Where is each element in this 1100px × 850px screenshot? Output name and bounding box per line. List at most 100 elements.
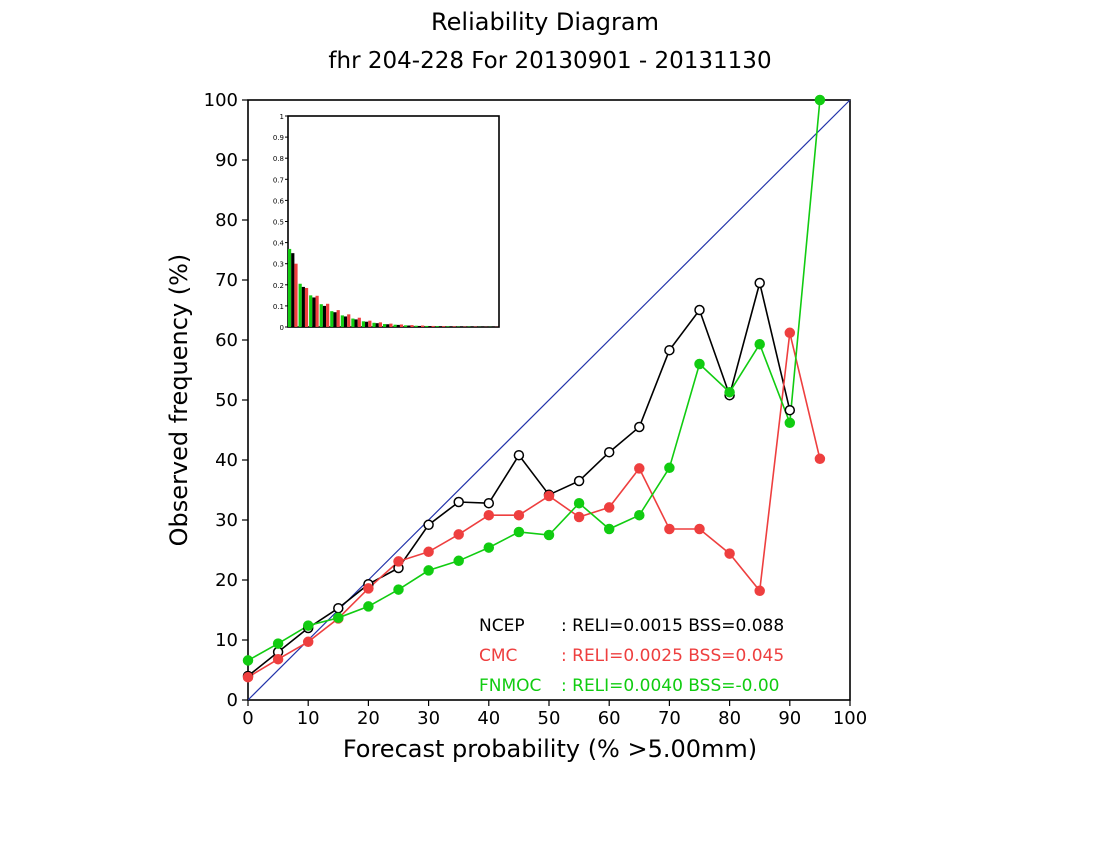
inset-bar-ncep (354, 319, 358, 327)
point-cmc (724, 548, 735, 559)
point-fnmoc (784, 417, 796, 429)
inset-bar-cmc (431, 325, 435, 327)
inset-bar-ncep (428, 326, 432, 327)
point-cmc (603, 502, 615, 513)
point-fnmoc (634, 509, 645, 521)
inset-bar-cmc (410, 325, 414, 327)
y-tick-label: 10 (215, 630, 238, 651)
point-ncep (784, 404, 796, 416)
inset-bar-fnmoc (393, 324, 397, 327)
x-axis-label: Forecast probability (% >5.00mm) (343, 735, 757, 763)
point-fnmoc (302, 620, 314, 631)
inset-bar-fnmoc (351, 318, 355, 327)
y-axis-label: Observed frequency (%) (165, 254, 193, 547)
y-tick-label: 90 (215, 150, 238, 171)
inset-bar-cmc (452, 326, 456, 327)
legend-stats-fnmoc: : RELI=0.0040 BSS=-0.00 (561, 676, 779, 696)
point-cmc (754, 585, 765, 597)
point-cmc (483, 509, 495, 521)
inset-bar-ncep (291, 253, 295, 327)
point-cmc (664, 523, 675, 535)
point-cmc (393, 556, 404, 567)
inset-bar-ncep (438, 326, 443, 327)
legend-stats-ncep: : RELI=0.0015 BSS=0.088 (561, 616, 784, 636)
point-fnmoc (333, 612, 344, 624)
x-tick-label: 60 (598, 708, 621, 729)
point-ncep (453, 496, 464, 508)
x-tick-label: 90 (778, 708, 801, 729)
chart-subtitle: fhr 204-228 For 20130901 - 20131130 (328, 48, 771, 74)
series-line-cmc (247, 332, 821, 678)
point-ncep (603, 446, 615, 458)
inset-bar-cmc (368, 320, 372, 327)
inset-bar-ncep (322, 305, 327, 327)
point-ncep (664, 344, 675, 356)
inset-bar-ncep (417, 325, 421, 327)
x-tick-label: 80 (718, 708, 741, 729)
inset-bar-fnmoc (382, 324, 387, 327)
y-tick-label: 0 (227, 690, 238, 711)
inset-bar-ncep (333, 312, 337, 327)
point-fnmoc (483, 542, 495, 553)
series-line-fnmoc (247, 99, 821, 662)
x-tick-label: 40 (477, 708, 500, 729)
y-tick-label: 100 (204, 90, 238, 111)
inset-bar-fnmoc (309, 295, 313, 327)
inset-bar-fnmoc (414, 325, 418, 327)
inset-y-tick-label: 0.9 (273, 134, 284, 142)
point-fnmoc (543, 529, 555, 541)
point-cmc (302, 636, 314, 648)
inset-y-tick-label: 0 (280, 324, 284, 332)
point-ncep (754, 277, 765, 289)
inset-bar-fnmoc (330, 311, 334, 327)
y-tick-label: 70 (215, 270, 238, 291)
point-ncep (483, 497, 495, 509)
x-tick-label: 0 (242, 708, 253, 729)
point-fnmoc (724, 386, 735, 398)
point-fnmoc (453, 555, 464, 567)
point-ncep (513, 449, 525, 461)
chart-title: Reliability Diagram (431, 8, 659, 36)
x-tick-label: 100 (833, 708, 867, 729)
inset-histogram: 0 0.1 0.2 0.3 0.4 0.5 0.6 0.7 0.8 0.9 1 (273, 113, 500, 332)
point-ncep (333, 602, 344, 614)
point-cmc (272, 653, 284, 665)
point-fnmoc (393, 584, 404, 595)
inset-bar-cmc (399, 324, 404, 327)
x-tick-label: 50 (538, 708, 561, 729)
inset-bar-fnmoc (319, 304, 323, 327)
inset-bar-cmc (347, 314, 351, 327)
x-tick-label: 70 (658, 708, 681, 729)
inset-y-tick-label: 0.8 (273, 155, 284, 163)
legend-stats-cmc: : RELI=0.0025 BSS=0.045 (561, 646, 784, 666)
y-tick-label: 50 (215, 390, 238, 411)
point-fnmoc (754, 338, 765, 350)
inset-bar-ncep (396, 324, 400, 327)
inset-bar-fnmoc (435, 326, 439, 327)
point-fnmoc (573, 497, 585, 509)
inset-bar-fnmoc (361, 321, 366, 327)
inset-frame (287, 115, 500, 328)
point-cmc (242, 671, 254, 683)
inset-y-tick-label: 0.3 (273, 261, 284, 269)
legend: NCEP: RELI=0.0015 BSS=0.088 CMC: RELI=0.0… (479, 616, 784, 696)
point-ncep (694, 304, 705, 316)
y-tick-label: 20 (215, 570, 238, 591)
inset-bar-fnmoc (425, 325, 429, 327)
legend-name-cmc: CMC (479, 646, 517, 666)
y-tick-label: 60 (215, 330, 238, 351)
point-cmc (694, 523, 705, 535)
point-cmc (573, 511, 585, 523)
inset-bar-ncep (343, 316, 348, 327)
point-fnmoc (272, 638, 284, 649)
plot-area: 0 10 20 30 40 50 60 70 80 90 100010203040506070809… (204, 90, 868, 729)
inset-y-tick-label: 0.1 (273, 303, 284, 311)
point-fnmoc (423, 565, 434, 576)
point-fnmoc (603, 523, 615, 535)
point-fnmoc (513, 526, 525, 538)
inset-bar-fnmoc (298, 283, 302, 327)
x-tick-label: 20 (357, 708, 380, 729)
legend-name-fnmoc: FNMOC (479, 676, 541, 696)
inset-bar-fnmoc (288, 248, 292, 327)
